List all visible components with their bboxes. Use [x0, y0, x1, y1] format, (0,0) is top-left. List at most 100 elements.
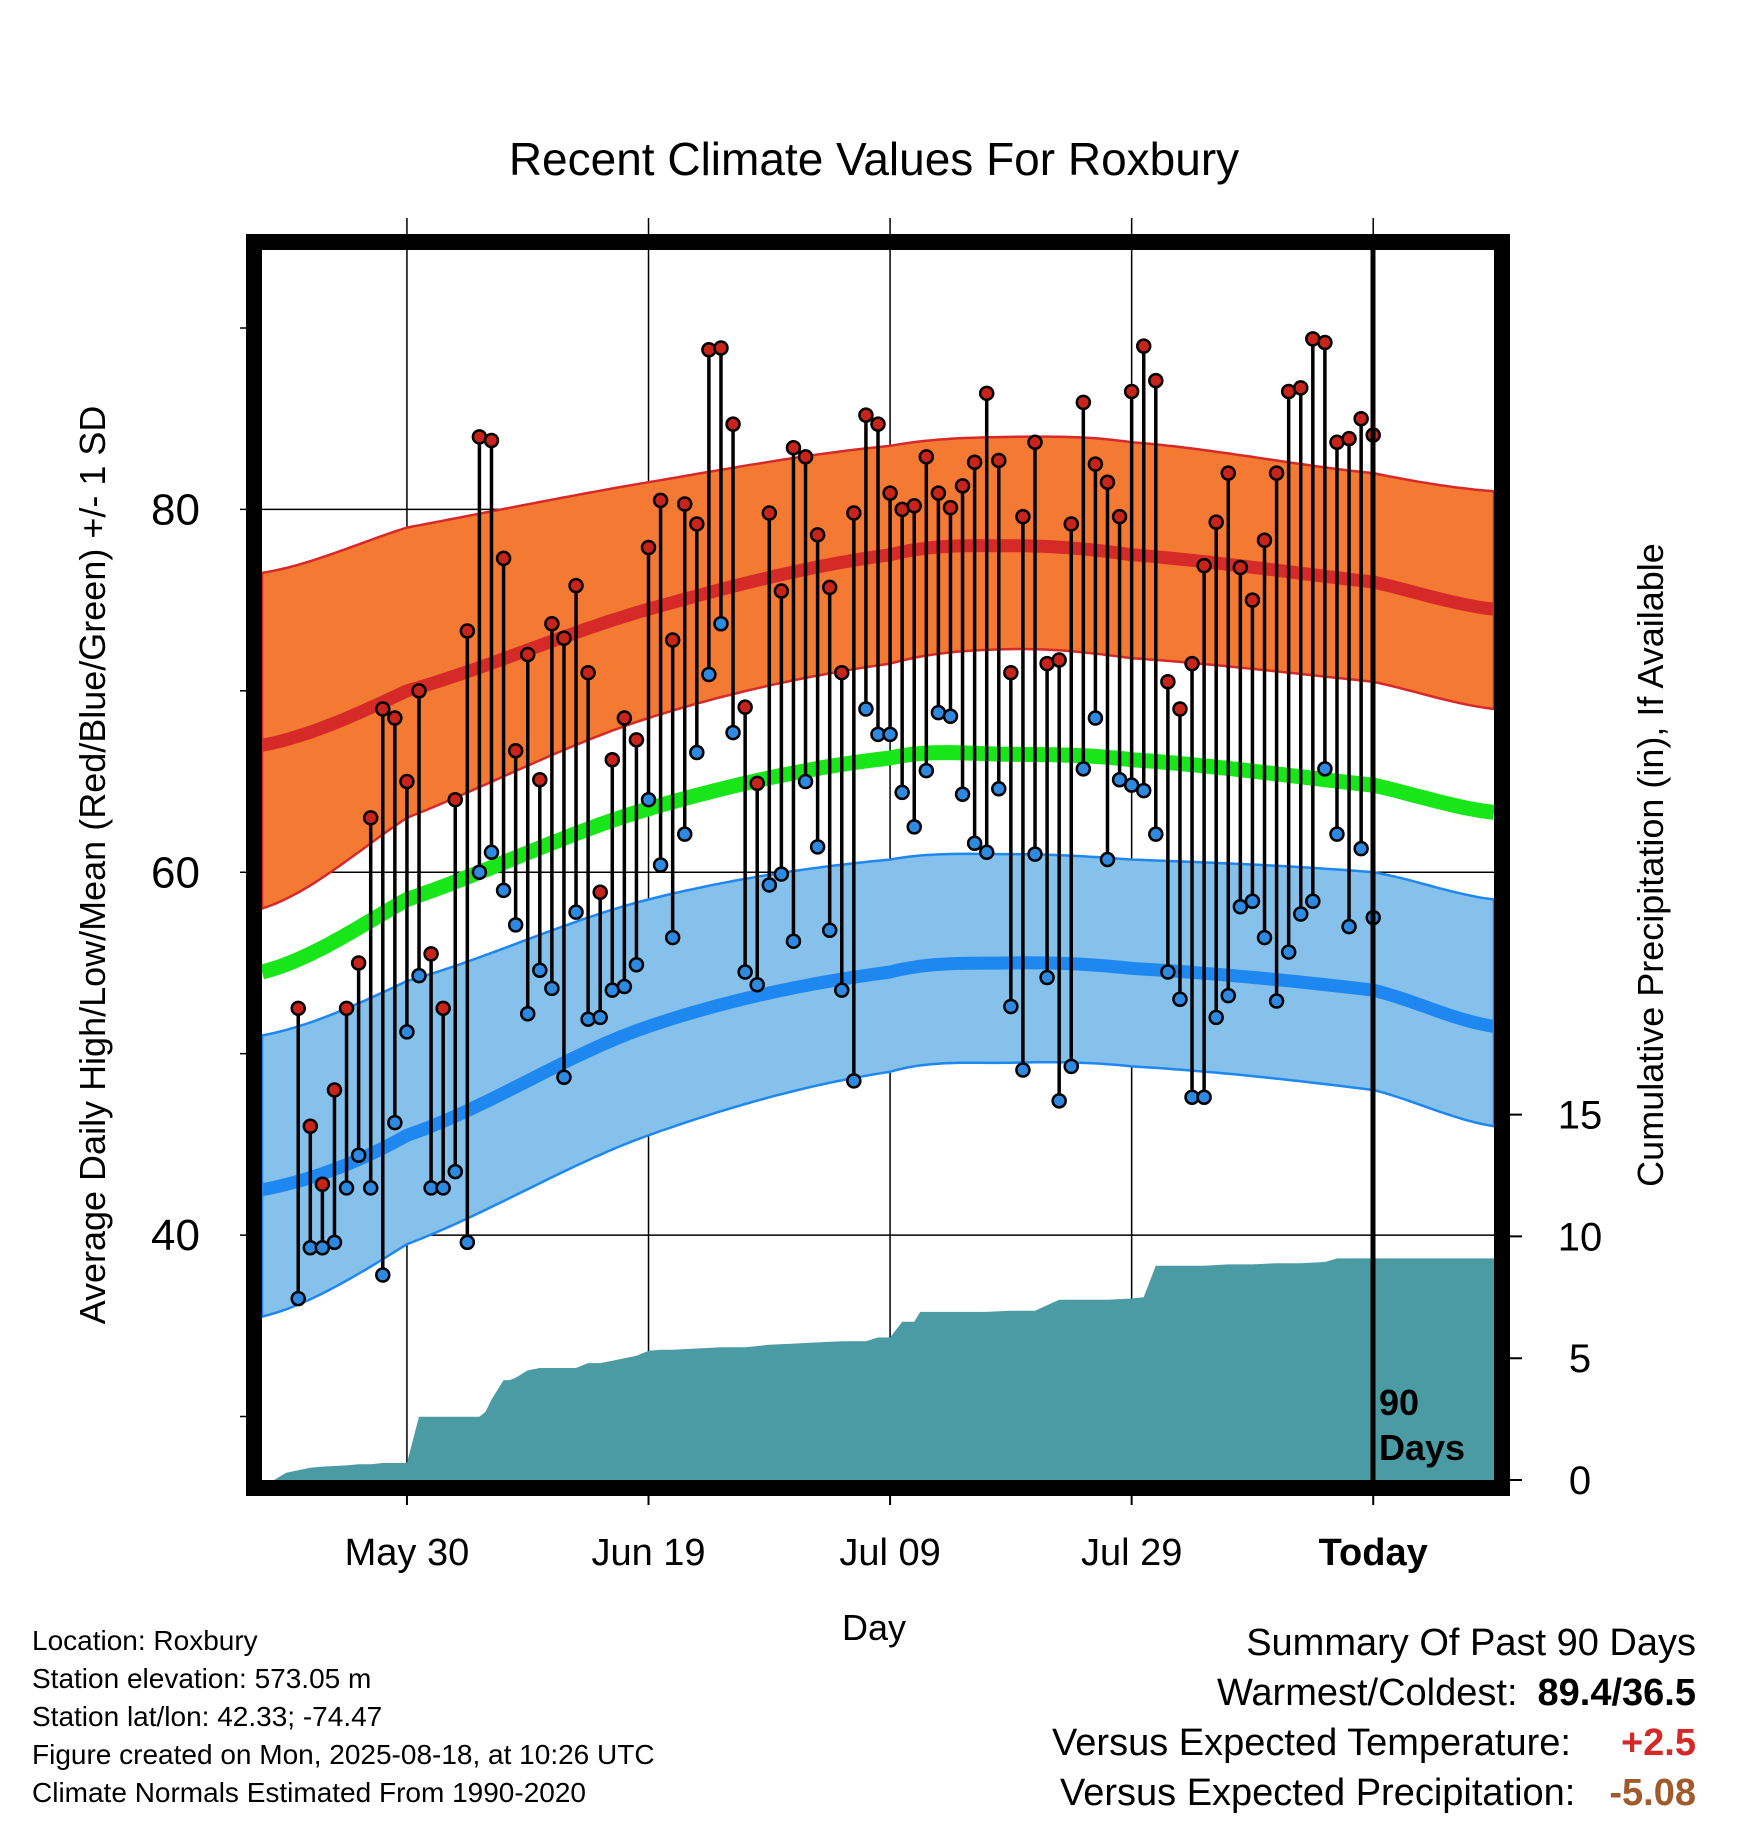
- x-axis-label: Day: [842, 1607, 906, 1648]
- daily-high-point: [1123, 383, 1140, 400]
- daily-low-point: [785, 933, 802, 949]
- daily-high-point: [689, 516, 705, 532]
- daily-high-point: [483, 432, 500, 449]
- daily-high-point: [616, 710, 633, 726]
- daily-high-point: [834, 664, 850, 681]
- daily-low-point: [1003, 998, 1019, 1015]
- daily-high-point: [326, 1082, 343, 1098]
- daily-high-point: [1099, 474, 1116, 490]
- y-axis-label-right: Cumulative Precipitation (in), If Availa…: [1630, 543, 1671, 1187]
- daily-high-point: [314, 1176, 331, 1193]
- summary-precip-row: Versus Expected Precipitation: -5.08: [1060, 1772, 1696, 1815]
- daily-low-point: [326, 1234, 343, 1251]
- daily-dots: [290, 331, 1381, 1307]
- daily-high-point: [1232, 559, 1249, 576]
- daily-low-point: [338, 1180, 355, 1196]
- daily-high-point: [1015, 508, 1031, 525]
- daily-range-stems: [296, 338, 1375, 1299]
- daily-low-point: [1317, 761, 1333, 777]
- daily-low-point: [1341, 918, 1357, 935]
- x-tick-label: May 30: [345, 1532, 470, 1574]
- daily-low-point: [918, 762, 935, 779]
- daily-low-point: [640, 791, 657, 808]
- daily-low-point: [435, 1180, 451, 1196]
- daily-high-point: [604, 752, 621, 768]
- daily-high-point: [713, 340, 729, 356]
- daily-high-point: [942, 499, 959, 516]
- daily-low-point: [834, 982, 850, 998]
- daily-low-point: [761, 877, 778, 893]
- period-label-days: Days: [1379, 1427, 1465, 1468]
- daily-high-point: [640, 539, 657, 556]
- daily-high-point: [821, 579, 838, 596]
- daily-low-point: [375, 1267, 391, 1283]
- daily-low-point: [1329, 826, 1345, 842]
- summary-temp-row: Versus Expected Temperature: +2.5: [1052, 1722, 1696, 1765]
- daily-low-point: [858, 701, 874, 717]
- daily-high-point: [725, 416, 741, 432]
- daily-high-point: [761, 505, 778, 521]
- daily-high-point: [435, 1000, 451, 1017]
- daily-high-point: [954, 478, 971, 494]
- daily-high-point: [399, 773, 415, 790]
- daily-high-point: [1353, 410, 1369, 427]
- daily-high-point: [1063, 516, 1080, 532]
- x-tick-label: Jul 29: [1081, 1532, 1182, 1574]
- daily-low-point: [507, 917, 524, 933]
- summary-warm-row: Warmest/Coldest: 89.4/36.5: [1217, 1672, 1696, 1715]
- daily-high-point: [930, 485, 947, 501]
- daily-low-point: [821, 922, 838, 939]
- daily-high-point: [737, 699, 753, 715]
- daily-high-point: [532, 771, 548, 788]
- daily-high-point: [1111, 508, 1128, 525]
- daily-high-point: [556, 630, 572, 646]
- daily-low-point: [544, 980, 560, 997]
- daily-high-point: [495, 550, 512, 567]
- daily-high-point: [302, 1118, 319, 1134]
- daily-low-point: [1075, 761, 1092, 777]
- daily-low-point: [942, 708, 959, 724]
- daily-low-point: [773, 866, 790, 882]
- daily-high-point: [507, 742, 524, 759]
- daily-high-point: [519, 646, 536, 663]
- daily-high-point: [1244, 592, 1261, 608]
- daily-low-point: [387, 1114, 403, 1131]
- y-axis-label-left: Average Daily High/Low/Mean (Red/Blue/Gr…: [72, 406, 113, 1325]
- daily-low-point: [350, 1147, 367, 1164]
- daily-low-point: [1220, 987, 1237, 1004]
- daily-low-point: [737, 964, 753, 980]
- summary-temp-label: Versus Expected Temperature:: [1052, 1722, 1571, 1764]
- daily-high-point: [809, 527, 826, 543]
- summary-precip-label: Versus Expected Precipitation:: [1059, 1772, 1576, 1814]
- daily-low-point: [1353, 840, 1369, 857]
- daily-low-point: [471, 864, 488, 881]
- daily-high-point: [423, 946, 439, 962]
- daily-high-point: [1292, 380, 1309, 396]
- x-tick-label: Jul 09: [839, 1532, 940, 1574]
- daily-high-point: [350, 955, 367, 971]
- daily-low-point: [1232, 898, 1249, 915]
- daily-low-point: [954, 786, 971, 802]
- y-tick-label: 80: [151, 485, 200, 534]
- daily-low-point: [689, 744, 705, 761]
- daily-low-point: [906, 819, 922, 835]
- daily-high-point: [870, 416, 886, 432]
- daily-high-point: [1003, 664, 1019, 681]
- summary-warm-value: 89.4/36.5: [1537, 1672, 1696, 1714]
- daily-high-point: [1220, 465, 1237, 481]
- daily-high-point: [1075, 394, 1092, 411]
- daily-high-point: [1051, 652, 1067, 668]
- daily-high-point: [1027, 434, 1043, 451]
- daily-high-point: [592, 884, 608, 900]
- daily-high-point: [387, 710, 403, 726]
- info-latlon: Station lat/lon: 42.33; -74.47: [32, 1701, 383, 1732]
- daily-low-point: [701, 666, 717, 683]
- daily-high-point: [447, 791, 464, 808]
- daily-high-point: [338, 1000, 355, 1017]
- precip-tick-label: 15: [1558, 1094, 1603, 1138]
- daily-low-point: [290, 1290, 306, 1307]
- daily-low-point: [652, 857, 669, 873]
- daily-high-point: [1317, 334, 1333, 351]
- daily-low-point: [991, 781, 1007, 797]
- info-created: Figure created on Mon, 2025-08-18, at 10…: [32, 1739, 655, 1770]
